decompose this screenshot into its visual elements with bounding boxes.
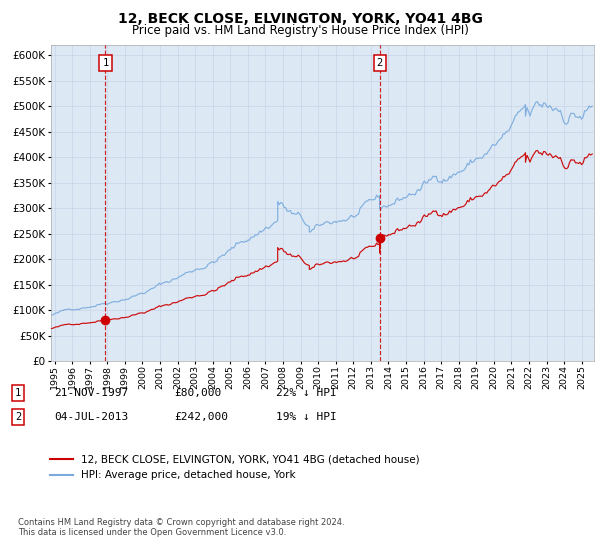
Text: 12, BECK CLOSE, ELVINGTON, YORK, YO41 4BG: 12, BECK CLOSE, ELVINGTON, YORK, YO41 4B…: [118, 12, 482, 26]
Text: 04-JUL-2013: 04-JUL-2013: [54, 412, 128, 422]
Text: 21-NOV-1997: 21-NOV-1997: [54, 388, 128, 398]
Text: 22% ↓ HPI: 22% ↓ HPI: [276, 388, 337, 398]
Text: Price paid vs. HM Land Registry's House Price Index (HPI): Price paid vs. HM Land Registry's House …: [131, 24, 469, 37]
Text: 2: 2: [376, 58, 383, 68]
Text: £80,000: £80,000: [174, 388, 221, 398]
Text: 19% ↓ HPI: 19% ↓ HPI: [276, 412, 337, 422]
Text: 2: 2: [15, 412, 21, 422]
Text: 1: 1: [103, 58, 109, 68]
Text: £242,000: £242,000: [174, 412, 228, 422]
Text: 1: 1: [15, 388, 21, 398]
Legend: 12, BECK CLOSE, ELVINGTON, YORK, YO41 4BG (detached house), HPI: Average price, : 12, BECK CLOSE, ELVINGTON, YORK, YO41 4B…: [43, 449, 426, 487]
Text: Contains HM Land Registry data © Crown copyright and database right 2024.
This d: Contains HM Land Registry data © Crown c…: [18, 518, 344, 538]
